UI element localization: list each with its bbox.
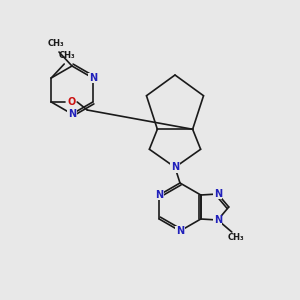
Text: N: N [171, 162, 179, 172]
Text: N: N [68, 109, 76, 119]
Text: N: N [176, 226, 184, 236]
Text: N: N [214, 215, 222, 225]
Text: N: N [89, 73, 97, 83]
Text: CH₃: CH₃ [227, 233, 244, 242]
Text: N: N [214, 189, 222, 199]
Text: CH₃: CH₃ [48, 38, 64, 47]
Text: CH₃: CH₃ [59, 50, 76, 59]
Text: N: N [155, 190, 163, 200]
Text: O: O [67, 97, 75, 107]
